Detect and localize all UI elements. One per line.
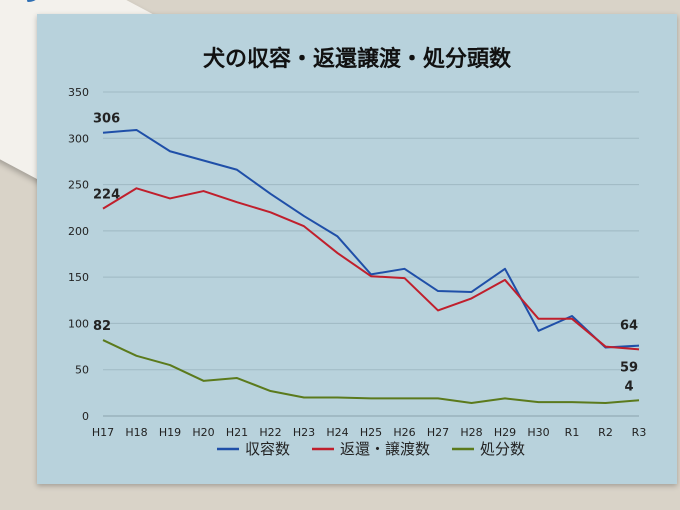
grid-lines bbox=[103, 91, 639, 417]
series-lines bbox=[102, 128, 640, 405]
y-tick-label: 200 bbox=[68, 225, 89, 238]
x-tick-label: H27 bbox=[427, 426, 449, 439]
y-tick-label: 250 bbox=[68, 179, 89, 192]
data-label: 64 bbox=[620, 319, 638, 334]
line-chart: 犬の収容・返還譲渡・処分頭数 0 50 100 150 200 250 300 350 H17… bbox=[68, 46, 646, 458]
x-tick-label: H29 bbox=[494, 426, 516, 439]
y-tick-label: 150 bbox=[68, 271, 89, 284]
series-line-0 bbox=[102, 128, 640, 349]
data-labels: 306 224 82 64 59 4 bbox=[93, 112, 638, 395]
x-tick-label: H20 bbox=[192, 426, 214, 439]
x-tick-label: H26 bbox=[393, 426, 415, 439]
legend-label: 返還・譲渡数 bbox=[340, 440, 430, 458]
y-tick-label: 50 bbox=[75, 364, 89, 377]
series-line-1 bbox=[102, 187, 640, 351]
legend-label: 処分数 bbox=[480, 440, 525, 458]
data-label: 4 bbox=[624, 379, 633, 394]
y-tick-label: 100 bbox=[68, 317, 89, 330]
x-tick-label: H24 bbox=[326, 426, 348, 439]
x-tick-label: H18 bbox=[125, 426, 147, 439]
data-label: 59 bbox=[620, 360, 638, 375]
data-label: 224 bbox=[93, 188, 120, 203]
data-label: 306 bbox=[93, 112, 120, 127]
y-tick-label: 300 bbox=[68, 132, 89, 145]
chart-panel: 犬の収容・返還譲渡・処分頭数 0 50 100 150 200 250 300 350 H17… bbox=[37, 14, 677, 484]
x-tick-label: H21 bbox=[226, 426, 248, 439]
x-tick-label: H17 bbox=[92, 426, 114, 439]
x-tick-label: R1 bbox=[565, 426, 580, 439]
x-tick-label: R2 bbox=[598, 426, 613, 439]
legend: 収容数 返還・譲渡数 処分数 bbox=[217, 440, 525, 458]
x-tick-label: H28 bbox=[460, 426, 482, 439]
x-tick-label: H30 bbox=[527, 426, 549, 439]
x-tick-label: H23 bbox=[293, 426, 315, 439]
y-tick-label: 0 bbox=[82, 410, 89, 423]
x-axis-ticks: H17 H18 H19 H20 H21 H22 H23 H24 H25 H26 H27 H28 H29 H… bbox=[92, 426, 646, 439]
x-tick-label: H25 bbox=[360, 426, 382, 439]
series-line-2 bbox=[102, 339, 640, 405]
y-tick-label: 350 bbox=[68, 86, 89, 99]
data-label: 82 bbox=[93, 319, 111, 334]
x-tick-label: R3 bbox=[632, 426, 647, 439]
x-tick-label: H22 bbox=[259, 426, 281, 439]
legend-label: 収容数 bbox=[245, 440, 290, 458]
y-axis-ticks: 0 50 100 150 200 250 300 350 bbox=[68, 86, 89, 423]
chart-title: 犬の収容・返還譲渡・処分頭数 bbox=[203, 46, 512, 72]
x-tick-label: H19 bbox=[159, 426, 181, 439]
